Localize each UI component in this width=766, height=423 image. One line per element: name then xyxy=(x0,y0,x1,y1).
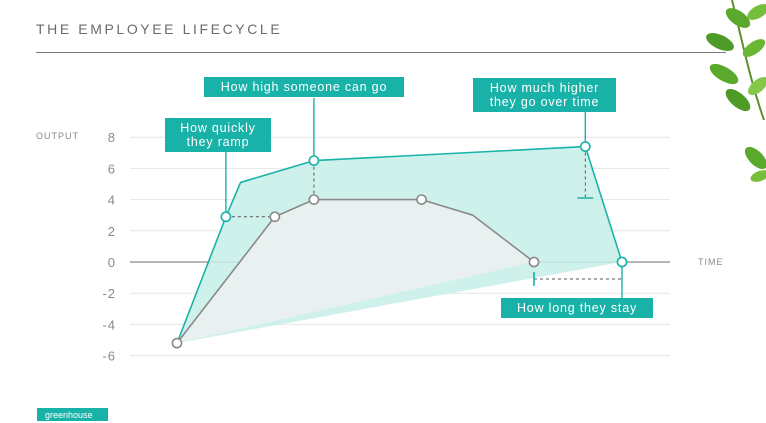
callout-tenure: How long they stay xyxy=(501,298,653,318)
series-markers xyxy=(171,141,628,349)
brand-logo: greenhouse xyxy=(37,408,108,421)
baseline-line xyxy=(176,198,535,344)
accent-point xyxy=(308,155,320,166)
y-tick-label: -4 xyxy=(102,317,116,332)
baseline-point xyxy=(308,194,320,205)
y-tick-label: -6 xyxy=(102,349,116,364)
callout-ramp: How quickly they ramp xyxy=(165,118,271,152)
callout-guides xyxy=(225,98,623,298)
baseline-point xyxy=(416,194,427,205)
y-tick-label: 2 xyxy=(108,224,116,239)
y-tick-label: 0 xyxy=(108,255,116,270)
baseline-point xyxy=(269,211,281,223)
series-areas xyxy=(177,146,622,344)
accent-line xyxy=(176,145,623,344)
y-tick-labels: 8 6 4 2 0 -2 -4 -6 xyxy=(102,130,116,364)
accent-point xyxy=(616,256,628,268)
leaf-decoration xyxy=(706,0,766,182)
y-tick-label: 6 xyxy=(108,161,116,176)
y-axis-label: OUTPUT xyxy=(36,131,79,141)
y-tick-label: 8 xyxy=(108,130,116,145)
baseline-point xyxy=(171,337,183,349)
y-tick-label: -2 xyxy=(102,286,116,301)
series-lines xyxy=(176,145,623,344)
baseline-area-overlay xyxy=(177,199,534,344)
callout-growth: How much higher they go over time xyxy=(473,78,616,112)
accent-point xyxy=(579,141,591,152)
page-title: THE EMPLOYEE LIFECYCLE xyxy=(36,21,283,37)
accent-point xyxy=(220,211,232,223)
baseline-point xyxy=(528,256,540,268)
title-divider xyxy=(36,52,726,53)
y-tick-label: 4 xyxy=(108,193,116,208)
x-axis-label: TIME xyxy=(698,257,724,267)
callout-peak: How high someone can go xyxy=(204,77,404,97)
